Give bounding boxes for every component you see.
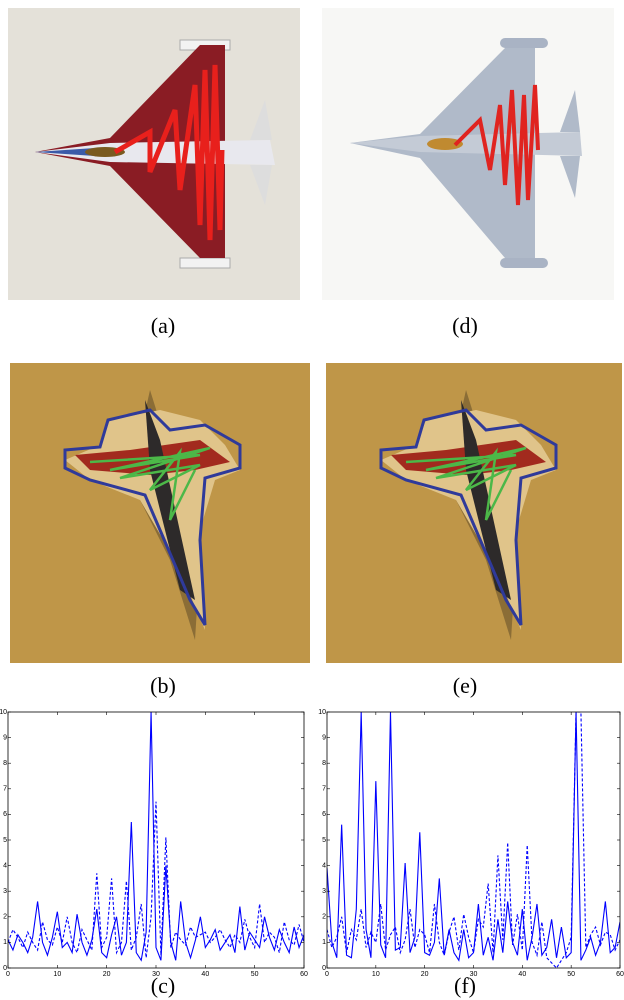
y-tick-label: 10 [0,709,7,716]
x-tick-label: 50 [251,971,259,978]
x-tick-label: 40 [201,971,209,978]
caption: (a) [151,313,175,338]
y-tick-label: 4 [322,862,326,869]
y-tick-label: 5 [3,837,7,844]
x-tick-label: 10 [372,971,380,978]
y-tick-label: 8 [322,760,326,767]
x-tick-label: 30 [152,971,160,978]
y-tick-label: 0 [3,965,7,972]
x-tick-label: 30 [470,971,478,978]
y-tick-label: 3 [3,888,7,895]
y-tick-label: 6 [322,811,326,818]
plot-frame [327,712,620,968]
y-tick-label: 2 [3,914,7,921]
caption: (d) [452,313,478,338]
y-tick-label: 4 [3,862,7,869]
photo-b [10,363,310,663]
y-tick-label: 7 [322,786,326,793]
caption: (e) [453,673,477,698]
y-tick-label: 9 [322,734,326,741]
caption: (b) [150,673,176,698]
x-tick-label: 20 [421,971,429,978]
y-tick-label: 7 [3,786,7,793]
x-tick-label: 40 [518,971,526,978]
y-tick-label: 1 [3,939,7,946]
chart: 0 10 20 30 40 50 60 0 1 2 3 4 5 6 7 8 9 10 [0,709,308,978]
photo-d [322,8,614,300]
y-tick-label: 0 [322,965,326,972]
x-tick-label: 0 [325,971,329,978]
x-tick-label: 60 [616,971,624,978]
y-tick-label: 3 [322,888,326,895]
y-tick-label: 9 [3,734,7,741]
photo-e [326,363,622,663]
chart: 0 10 20 30 40 50 60 0 1 2 3 4 5 6 7 8 9 10 [318,709,624,978]
x-tick-label: 60 [300,971,308,978]
x-tick-label: 10 [53,971,61,978]
y-tick-label: 6 [3,811,7,818]
y-tick-label: 8 [3,760,7,767]
y-tick-label: 5 [322,837,326,844]
photo-a [8,8,300,300]
y-tick-label: 10 [318,709,326,716]
y-tick-label: 2 [322,914,326,921]
y-tick-label: 1 [322,939,326,946]
figure: (a) (d) (b) (e) (c) (f) 0102030405060012… [0,0,624,1000]
x-tick-label: 50 [567,971,575,978]
data-line [327,712,620,960]
data-line [327,712,620,968]
x-tick-label: 0 [6,971,10,978]
x-tick-label: 20 [103,971,111,978]
data-line [8,712,304,960]
